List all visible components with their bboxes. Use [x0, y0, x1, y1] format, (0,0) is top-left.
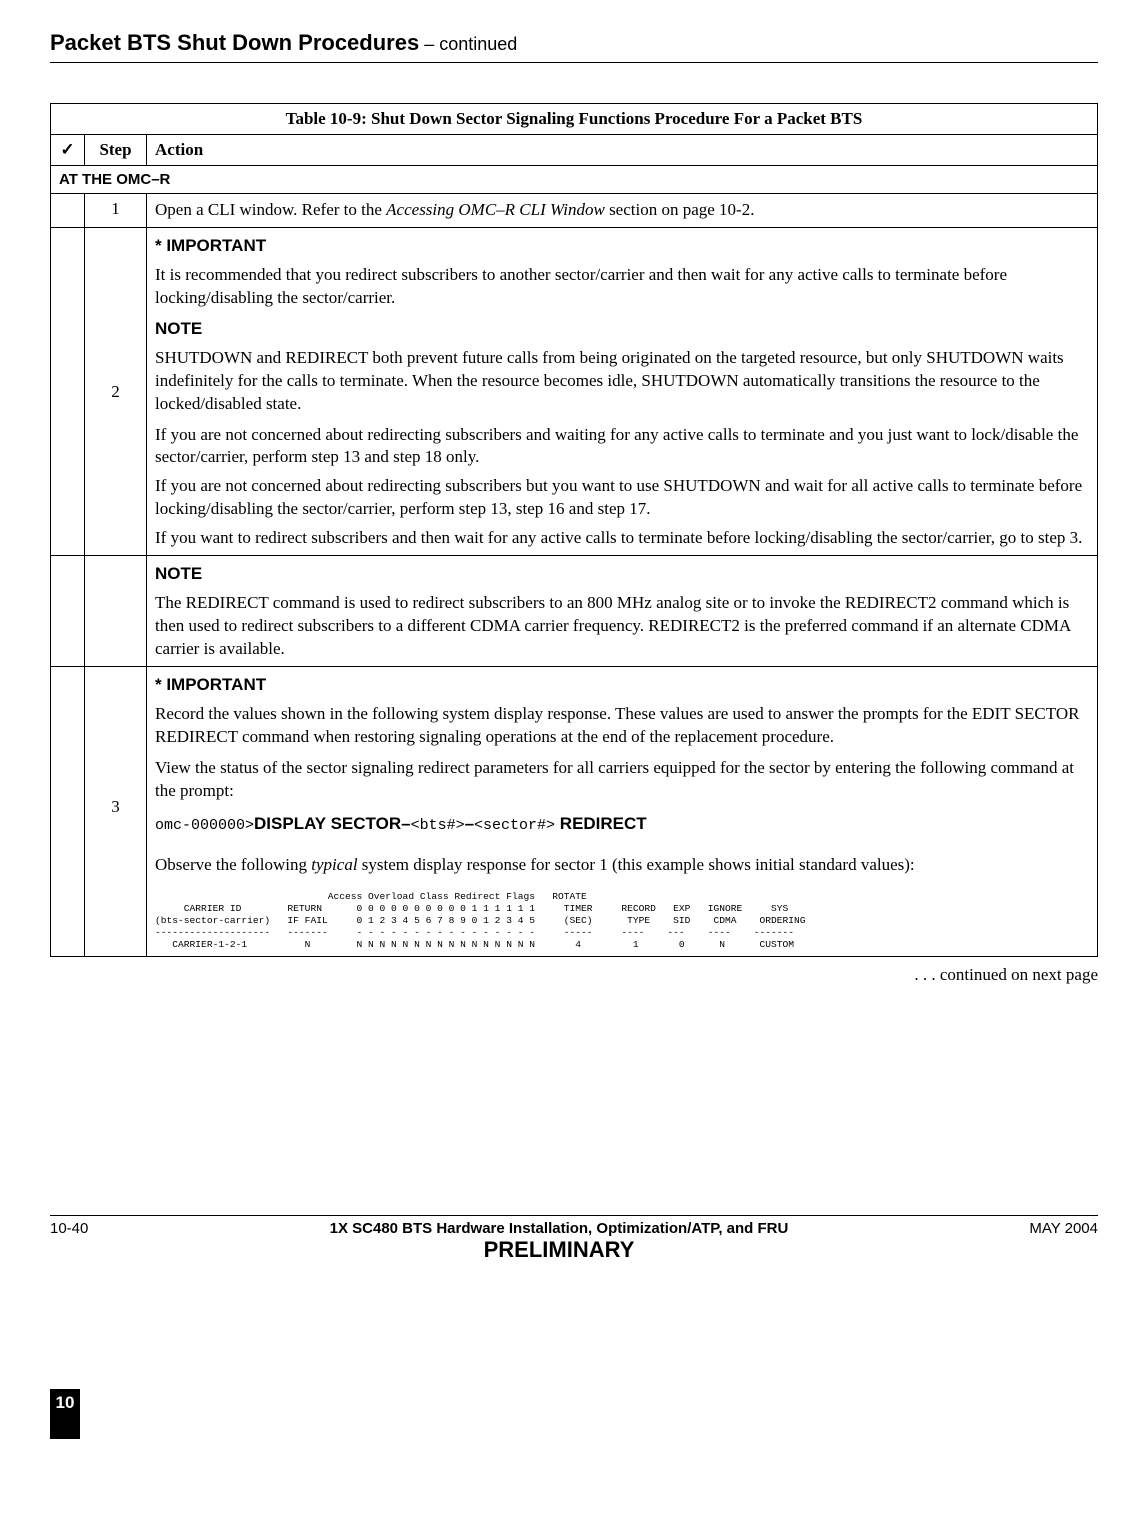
footer-rule: [50, 1215, 1098, 1216]
footer: 10-40 1X SC480 BTS Hardware Installation…: [50, 1220, 1098, 1263]
action-cell: * IMPORTANT It is recommended that you r…: [147, 227, 1098, 555]
obs-ital: typical: [311, 855, 357, 874]
continued-label: . . . continued on next page: [50, 965, 1098, 985]
row2-p3: If you want to redirect subscribers and …: [155, 527, 1089, 550]
table-caption: Table 10-9: Shut Down Sector Signaling F…: [51, 104, 1098, 135]
page-title-continued: – continued: [419, 34, 517, 54]
cmd-bold3: REDIRECT: [555, 814, 647, 833]
check-cell: [51, 194, 85, 228]
action-cell: Open a CLI window. Refer to the Accessin…: [147, 194, 1098, 228]
table-row: 1 Open a CLI window. Refer to the Access…: [51, 194, 1098, 228]
action-cell: * IMPORTANT Record the values shown in t…: [147, 666, 1098, 956]
header-step: Step: [85, 135, 147, 166]
action-cell: NOTE The REDIRECT command is used to red…: [147, 556, 1098, 667]
page-title: Packet BTS Shut Down Procedures – contin…: [50, 30, 1098, 56]
note-body: SHUTDOWN and REDIRECT both prevent futur…: [155, 347, 1089, 416]
page-title-main: Packet BTS Shut Down Procedures: [50, 30, 419, 55]
cmd-mid2: <sector#>: [474, 817, 555, 834]
step-cell: 3: [85, 666, 147, 956]
check-cell: [51, 556, 85, 667]
chapter-tab-label: 10: [56, 1393, 75, 1413]
footer-date: MAY 2004: [988, 1220, 1098, 1237]
title-rule: [50, 62, 1098, 63]
caption-prefix: Table 10-9:: [286, 109, 367, 128]
system-output: Access Overload Class Redirect Flags ROT…: [155, 891, 1089, 951]
footer-doc: 1X SC480 BTS Hardware Installation, Opti…: [130, 1220, 988, 1237]
section-label: AT THE OMC–R: [51, 166, 1098, 194]
row1-text: Open a CLI window. Refer to the Accessin…: [155, 199, 1089, 222]
procedure-table: Table 10-9: Shut Down Sector Signaling F…: [50, 103, 1098, 957]
step-cell: 1: [85, 194, 147, 228]
table-row: 2 * IMPORTANT It is recommended that you…: [51, 227, 1098, 555]
important-body: It is recommended that you redirect subs…: [155, 264, 1089, 310]
table-header-row: ✓ Step Action: [51, 135, 1098, 166]
chapter-tab: 10: [50, 1389, 80, 1439]
header-check: ✓: [51, 135, 85, 166]
important-body: Record the values shown in the following…: [155, 703, 1089, 749]
header-action: Action: [147, 135, 1098, 166]
note-title: NOTE: [155, 563, 1089, 586]
section-row: AT THE OMC–R: [51, 166, 1098, 194]
note-title: NOTE: [155, 318, 1089, 341]
step-cell: 2: [85, 227, 147, 555]
note-body: The REDIRECT command is used to redirect…: [155, 592, 1089, 661]
cmd-bold2: –: [465, 814, 474, 833]
check-cell: [51, 666, 85, 956]
row1-text-a: Open a CLI window. Refer to the: [155, 200, 386, 219]
caption-rest: Shut Down Sector Signaling Functions Pro…: [367, 109, 863, 128]
cmd-bold1: DISPLAY SECTOR–: [254, 814, 411, 833]
command-line: omc-000000>DISPLAY SECTOR–<bts#>–<sector…: [155, 813, 1089, 836]
table-row: 3 * IMPORTANT Record the values shown in…: [51, 666, 1098, 956]
obs-b: system display response for sector 1 (th…: [358, 855, 915, 874]
obs-a: Observe the following: [155, 855, 311, 874]
row2-p2: If you are not concerned about redirecti…: [155, 475, 1089, 521]
table-row: NOTE The REDIRECT command is used to red…: [51, 556, 1098, 667]
row1-ital: Accessing OMC–R CLI Window: [386, 200, 605, 219]
row3-p1: View the status of the sector signaling …: [155, 757, 1089, 803]
important-title: * IMPORTANT: [155, 235, 1089, 258]
row2-p1: If you are not concerned about redirecti…: [155, 424, 1089, 470]
check-cell: [51, 227, 85, 555]
row1-text-b: section on page 10-2.: [605, 200, 755, 219]
footer-preliminary: PRELIMINARY: [130, 1237, 988, 1263]
important-title: * IMPORTANT: [155, 674, 1089, 697]
cmd-prefix: omc-000000>: [155, 817, 254, 834]
footer-page: 10-40: [50, 1220, 130, 1237]
step-cell: [85, 556, 147, 667]
observe-text: Observe the following typical system dis…: [155, 854, 1089, 877]
cmd-mid1: <bts#>: [411, 817, 465, 834]
footer-center: 1X SC480 BTS Hardware Installation, Opti…: [130, 1220, 988, 1263]
